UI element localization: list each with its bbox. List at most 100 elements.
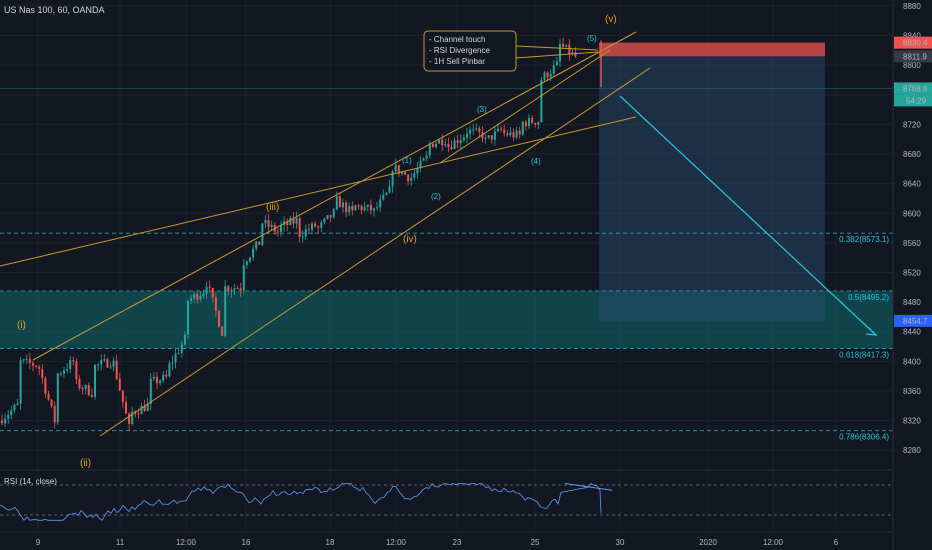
- candle-body: [363, 206, 366, 211]
- candle-body: [307, 229, 310, 231]
- candle-body: [472, 129, 475, 131]
- candle-body: [447, 143, 450, 148]
- candle-body: [143, 406, 146, 412]
- trend-lines: [0, 31, 878, 437]
- chart-title: US Nas 100, 60, OANDA: [4, 5, 105, 15]
- candle-body: [103, 359, 106, 361]
- candle-body: [528, 117, 530, 127]
- fib-label: 0.786(8306.4): [839, 433, 889, 442]
- candle-body: [404, 171, 406, 175]
- candle-body: [159, 380, 162, 384]
- candle-body: [16, 403, 19, 405]
- candle-body: [4, 418, 7, 424]
- candle-body: [555, 61, 558, 66]
- candle-body: [311, 223, 313, 230]
- candle-body: [444, 143, 447, 146]
- time-axis[interactable]: 9 11 12:00 16 18 12:00 23 25 30 2020 12:00 6: [0, 531, 893, 547]
- x-tick-label: 18: [326, 538, 335, 547]
- candle-body: [301, 236, 304, 238]
- candle-body: [292, 218, 295, 224]
- candle-body: [524, 121, 527, 127]
- target-zone: [599, 56, 825, 321]
- candle-body: [180, 344, 183, 353]
- candle-body: [187, 300, 189, 335]
- candle-body: [298, 218, 301, 237]
- candle-body: [382, 194, 385, 200]
- candle-body: [351, 206, 354, 211]
- trendline-iii: [0, 116, 637, 267]
- channel-lower: [99, 67, 651, 437]
- x-tick-label: 11: [116, 538, 125, 547]
- x-tick-label: 23: [453, 538, 462, 547]
- candle-body: [373, 208, 375, 211]
- candle-body: [565, 44, 568, 47]
- candle-body: [531, 117, 534, 124]
- candle-body: [140, 406, 143, 415]
- y-tick-label: 8360: [903, 387, 921, 396]
- price-axis[interactable]: 8880884088008760872086808640860085608520…: [892, 0, 932, 550]
- candle-body: [81, 388, 84, 390]
- x-tick-label: 12:00: [763, 538, 784, 547]
- candle-body: [400, 171, 403, 174]
- candle-body: [214, 297, 217, 311]
- candle-body: [320, 222, 323, 228]
- candle-body: [190, 298, 193, 301]
- candle-body: [428, 143, 431, 156]
- candle-body: [552, 65, 555, 74]
- y-tick-label: 8680: [903, 150, 921, 159]
- wave-labels: (i) (ii) (iii) (iv) (v) (1) (2) (3) (4) (5): [17, 14, 617, 469]
- candle-body: [435, 143, 437, 148]
- candle-body: [118, 378, 121, 391]
- price-tag-label: 8811.9: [903, 52, 927, 61]
- candle-body: [413, 173, 416, 178]
- candle-body: [137, 413, 140, 415]
- candle-body: [84, 385, 87, 390]
- candle-body: [431, 143, 434, 148]
- candle-body: [177, 352, 180, 354]
- candle-body: [540, 79, 543, 122]
- candle-body: [255, 241, 258, 249]
- candle-body: [490, 135, 493, 140]
- price-tag: [894, 36, 932, 49]
- candle-body: [221, 326, 224, 336]
- candle-body: [295, 218, 298, 224]
- minor-wave-label: (2): [431, 192, 441, 201]
- y-tick-label: 8320: [903, 417, 921, 426]
- y-tick-label: 8480: [903, 298, 921, 307]
- candle-body: [211, 287, 214, 298]
- candle-body: [90, 395, 93, 397]
- candle-body: [466, 133, 468, 138]
- candle-body: [261, 223, 264, 245]
- candle-body: [115, 360, 118, 379]
- candle-body: [242, 265, 245, 291]
- x-tick-label: 6: [834, 538, 839, 547]
- candle-body: [326, 215, 329, 219]
- candle-body: [286, 221, 289, 226]
- candle-body: [252, 248, 255, 258]
- annotation-box[interactable]: - Channel touch - RSI Divergence - 1H Sell…: [423, 30, 599, 72]
- candle-body: [416, 168, 419, 174]
- candle-body: [245, 261, 248, 266]
- candle-body: [41, 368, 44, 379]
- candle-body: [379, 199, 382, 208]
- candle-body: [410, 177, 413, 181]
- x-tick-label: 12:00: [176, 538, 197, 547]
- candle-body: [456, 140, 459, 144]
- y-tick-label: 8400: [903, 357, 921, 366]
- candle-body: [236, 288, 239, 290]
- candle-body: [239, 288, 242, 291]
- candle-body: [66, 369, 69, 371]
- price-tag-label: 8830.4: [903, 39, 928, 48]
- y-tick-label: 8280: [903, 446, 921, 455]
- major-wave-label: (iv): [403, 234, 417, 245]
- candle-body: [121, 390, 124, 403]
- candle-body: [357, 205, 360, 207]
- candle-body: [100, 360, 103, 365]
- candle-body: [156, 376, 158, 384]
- x-tick-label: 30: [616, 538, 625, 547]
- candle-body: [174, 353, 177, 363]
- candle-body: [205, 286, 208, 294]
- candle-body: [518, 130, 521, 135]
